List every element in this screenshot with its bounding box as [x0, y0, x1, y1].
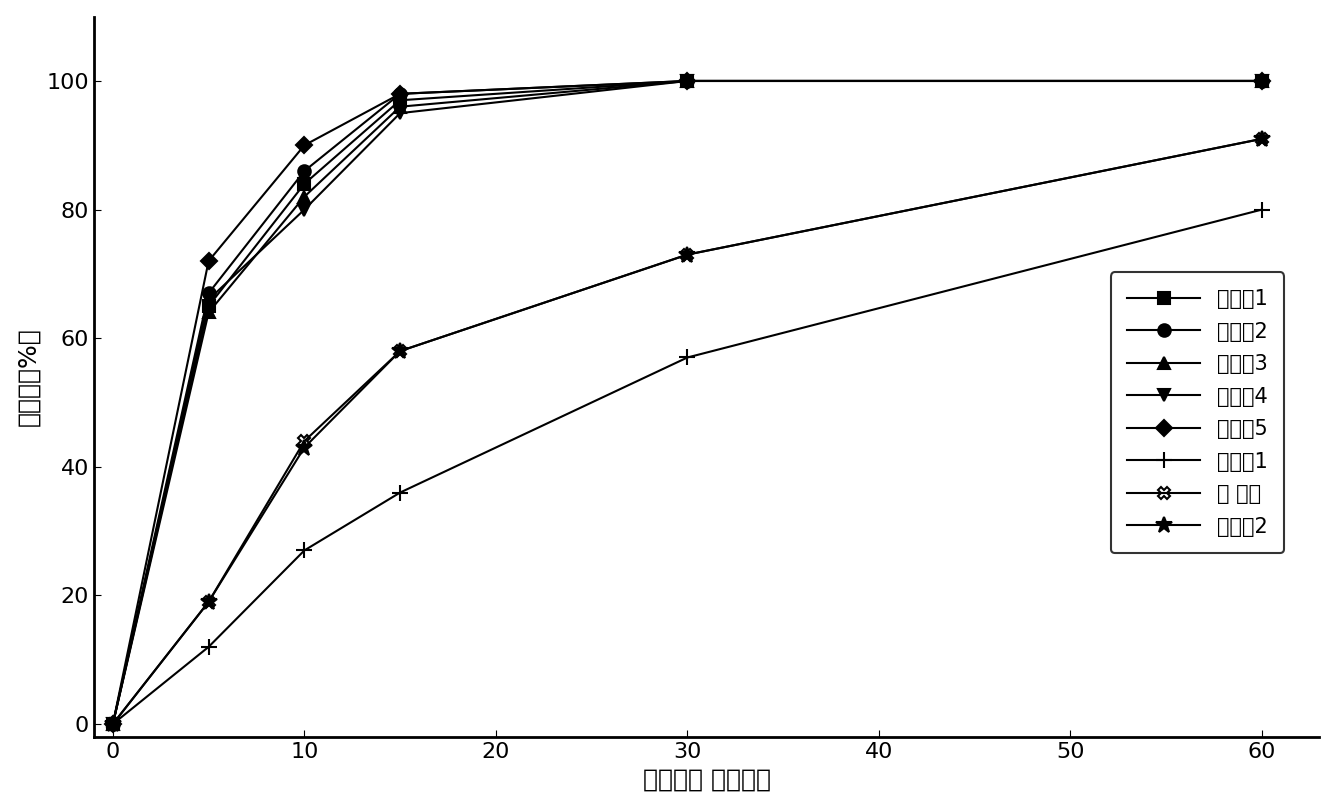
- 比较例1: [297, 545, 313, 555]
- 实施例2: [297, 166, 313, 176]
- 比较例2: [200, 597, 216, 607]
- 实施例1: [200, 301, 216, 311]
- 比较例1: [200, 642, 216, 652]
- Line: 实施例5: 实施例5: [107, 75, 1268, 730]
- Line: 比较例2: 比较例2: [104, 131, 1271, 732]
- 实施例4: [679, 76, 695, 86]
- 比较例2: [679, 250, 695, 259]
- 实施例3: [1255, 76, 1271, 86]
- 比较例1: [679, 352, 695, 362]
- 实施例1: [1255, 76, 1271, 86]
- 实施例5: [679, 76, 695, 86]
- 比较例2: [1255, 134, 1271, 144]
- 比较例1: [1255, 204, 1271, 214]
- 实施例2: [391, 89, 407, 99]
- 亚 莫莘: [104, 719, 120, 729]
- 实施例1: [104, 719, 120, 729]
- 实施例2: [104, 719, 120, 729]
- 实施例5: [297, 141, 313, 150]
- 实施例5: [1255, 76, 1271, 86]
- 比较例2: [391, 346, 407, 356]
- 实施例2: [200, 288, 216, 298]
- 亚 莫莘: [297, 436, 313, 446]
- 实施例3: [391, 102, 407, 112]
- 亚 莫莘: [1255, 134, 1271, 144]
- X-axis label: 溶出时间 （分钟）: 溶出时间 （分钟）: [643, 768, 771, 791]
- 实施例5: [200, 256, 216, 266]
- 实施例1: [297, 179, 313, 189]
- 比较例1: [391, 488, 407, 498]
- 实施例1: [391, 95, 407, 105]
- Legend: 实施例1, 实施例2, 实施例3, 实施例4, 实施例5, 比较例1, 亚 莫莘, 比较例2: 实施例1, 实施例2, 实施例3, 实施例4, 实施例5, 比较例1, 亚 莫莘…: [1110, 272, 1284, 553]
- Line: 实施例1: 实施例1: [107, 75, 1268, 730]
- 实施例4: [297, 204, 313, 214]
- 实施例4: [391, 108, 407, 118]
- 实施例5: [391, 89, 407, 99]
- 实施例4: [200, 295, 216, 305]
- Y-axis label: 溶出度（%）: 溶出度（%）: [16, 327, 40, 426]
- 亚 莫莘: [679, 250, 695, 259]
- 实施例3: [104, 719, 120, 729]
- 实施例3: [679, 76, 695, 86]
- 比较例1: [104, 719, 120, 729]
- 实施例2: [1255, 76, 1271, 86]
- Line: 实施例3: 实施例3: [107, 75, 1268, 730]
- 实施例4: [1255, 76, 1271, 86]
- Line: 实施例4: 实施例4: [107, 75, 1268, 730]
- Line: 比较例1: 比较例1: [106, 202, 1269, 732]
- Line: 实施例2: 实施例2: [107, 74, 1268, 730]
- 实施例2: [679, 76, 695, 86]
- 实施例3: [297, 191, 313, 201]
- 实施例4: [104, 719, 120, 729]
- 实施例1: [679, 76, 695, 86]
- 亚 莫莘: [200, 597, 216, 607]
- 比较例2: [297, 443, 313, 452]
- 比较例2: [104, 719, 120, 729]
- Line: 亚 莫莘: 亚 莫莘: [107, 133, 1268, 730]
- 实施例3: [200, 308, 216, 318]
- 亚 莫莘: [391, 346, 407, 356]
- 实施例5: [104, 719, 120, 729]
